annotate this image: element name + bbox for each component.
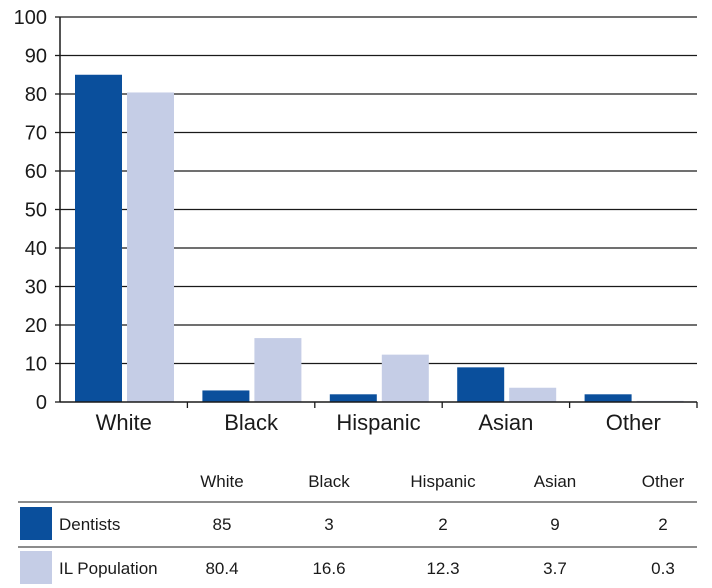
table-header: White (200, 472, 243, 491)
table-cell: 12.3 (426, 559, 459, 578)
table-row-label: IL Population (59, 559, 158, 578)
table-header: Other (642, 472, 685, 491)
bar-il-population-black (254, 338, 302, 402)
table-row-label: Dentists (59, 515, 120, 534)
data-table: White Black Hispanic Asian Other Dentists 85 3 2… (18, 472, 697, 584)
y-tick-label: 100 (14, 7, 47, 29)
x-tick-label: Asian (478, 410, 533, 435)
table-cell: 3.7 (543, 559, 567, 578)
table-cell: 80.4 (205, 559, 238, 578)
bar-dentists-other (584, 394, 632, 402)
bar-dentists-hispanic (329, 394, 377, 402)
table-cell: 9 (550, 515, 559, 534)
y-tick-label: 0 (36, 392, 47, 414)
y-tick-label: 90 (25, 46, 47, 68)
bar-dentists-black (202, 390, 250, 402)
legend-swatch-dentists (20, 507, 52, 540)
x-axis: White Black Hispanic Asian Other (60, 401, 698, 435)
table-cell: 3 (324, 515, 333, 534)
table-header: Black (308, 472, 350, 491)
bar-dentists-asian (457, 367, 505, 402)
y-tick-label: 30 (25, 277, 47, 299)
y-tick-label: 50 (25, 200, 47, 222)
x-tick-label: White (96, 410, 152, 435)
x-tick-label: Hispanic (336, 410, 420, 435)
table-cell: 2 (658, 515, 667, 534)
table-cell: 16.6 (312, 559, 345, 578)
table-header: Asian (534, 472, 577, 491)
y-tick-label: 20 (25, 315, 47, 337)
bar-il-population-white (127, 92, 174, 403)
y-tick-label: 70 (25, 123, 47, 145)
y-tick-label: 10 (25, 354, 47, 376)
bar-il-population-asian (509, 387, 557, 402)
table-cell: 2 (438, 515, 447, 534)
x-tick-label: Black (224, 410, 279, 435)
bars (75, 74, 684, 403)
x-tick-label: Other (606, 410, 661, 435)
y-tick-label: 80 (25, 84, 47, 106)
legend-swatch-il-population (20, 551, 52, 584)
table-header: Hispanic (410, 472, 476, 491)
bar-dentists-white (75, 74, 122, 402)
y-tick-label: 40 (25, 238, 47, 260)
y-axis: 0 10 20 30 40 50 60 70 80 90 100 (14, 7, 61, 414)
bar-il-population-hispanic (381, 354, 429, 402)
table-cell: 0.3 (651, 559, 675, 578)
y-tick-label: 60 (25, 161, 47, 183)
table-cell: 85 (213, 515, 232, 534)
